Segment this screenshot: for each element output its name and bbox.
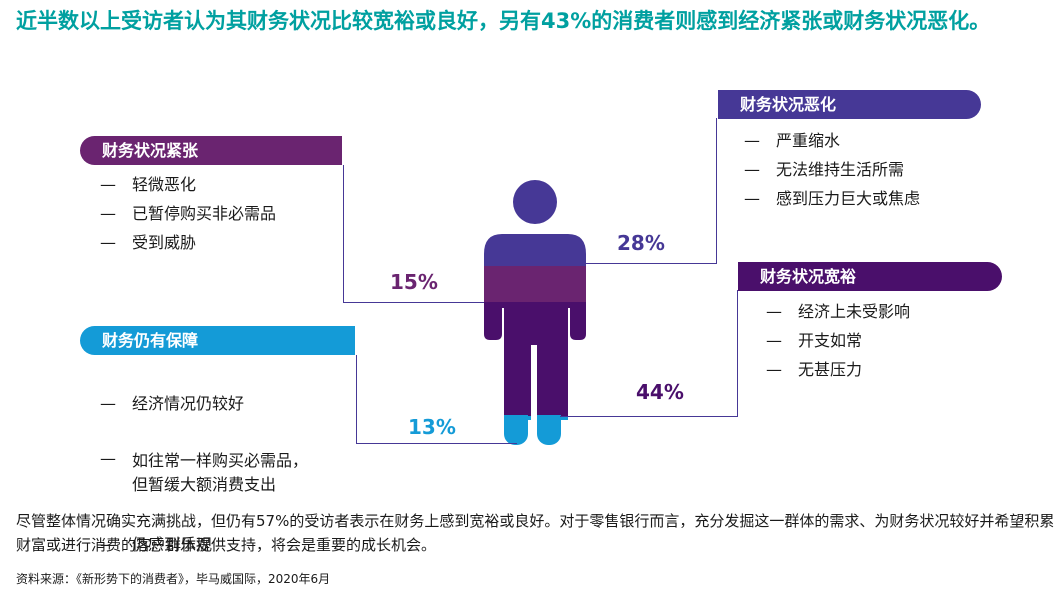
person-figure <box>484 180 586 420</box>
list-item: 轻微恶化 <box>100 170 360 199</box>
percent-worsened: 28% <box>617 231 665 255</box>
list-item: 已暂停购买非必需品 <box>100 199 360 228</box>
percent-secure: 13% <box>408 415 456 439</box>
connector-comfortable <box>560 290 738 417</box>
source-note: 资料来源：《新形势下的消费者》，毕马威国际，2020年6月 <box>16 572 331 586</box>
list-item: 仍感到乐观 <box>100 530 370 559</box>
list-item: 严重缩水 <box>744 126 1044 155</box>
list-item: 感到压力巨大或焦虑 <box>744 184 1044 213</box>
list-item: 经济上未受影响 <box>766 297 1046 326</box>
figure-right-foot <box>537 415 561 445</box>
figure-legs-gap <box>531 345 537 420</box>
list-item: 无法维持生活所需 <box>744 155 1044 184</box>
list-strained: 轻微恶化 已暂停购买非必需品 受到威胁 <box>100 170 360 257</box>
figure-left-foot <box>504 415 528 445</box>
list-item: 如往常一样购买必需品， 但暂缓大额消费支出 <box>100 447 370 497</box>
list-item: 受到威胁 <box>100 228 360 257</box>
percent-strained: 15% <box>390 270 438 294</box>
footer-text: 尽管整体情况确实充满挑战，但仍有57%的受访者表示在财务上感到宽裕或良好。对于零… <box>16 512 1055 554</box>
label-strained: 财务状况紧张 <box>80 136 342 165</box>
list-item: 开支如常 <box>766 326 1046 355</box>
label-secure: 财务仍有保障 <box>80 326 355 355</box>
figure-band-worsened <box>484 180 586 266</box>
list-secure: 经济情况仍较好 如往常一样购买必需品， 但暂缓大额消费支出 仍感到乐观 <box>100 360 370 588</box>
label-comfortable: 财务状况宽裕 <box>738 262 1002 291</box>
percent-comfortable: 44% <box>636 380 684 404</box>
list-item: 经济情况仍较好 <box>100 389 370 418</box>
list-worsened: 严重缩水 无法维持生活所需 感到压力巨大或焦虑 <box>744 126 1044 213</box>
list-item: 无甚压力 <box>766 355 1046 384</box>
page-title: 近半数以上受访者认为其财务状况比较宽裕或良好，另有43%的消费者则感到经济紧张或… <box>16 9 991 33</box>
connector-worsened <box>584 118 717 264</box>
figure-band-strained <box>484 266 586 302</box>
list-comfortable: 经济上未受影响 开支如常 无甚压力 <box>766 297 1046 384</box>
label-worsened: 财务状况恶化 <box>718 90 981 119</box>
